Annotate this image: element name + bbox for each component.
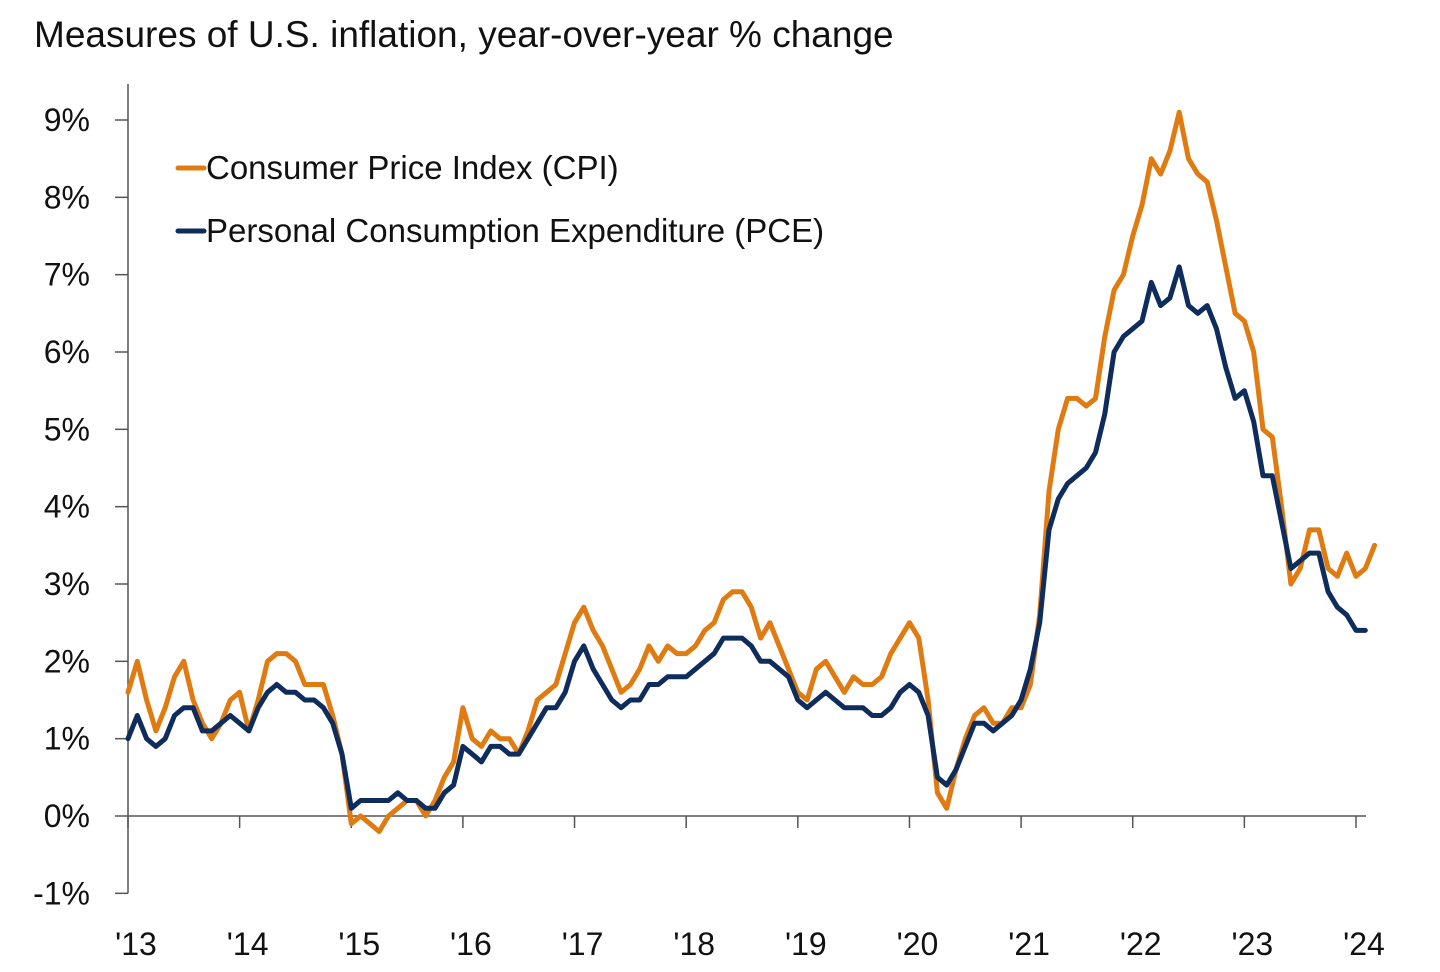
series-lines xyxy=(125,109,1378,834)
legend-label-cpi: Consumer Price Index (CPI) xyxy=(206,149,619,186)
x-tick-label: '15 xyxy=(338,926,380,962)
x-tick-label: '24 xyxy=(1343,926,1385,962)
y-tick-label: -1% xyxy=(33,875,90,911)
chart-title: Measures of U.S. inflation, year-over-ye… xyxy=(34,14,894,55)
x-tick-label: '22 xyxy=(1120,926,1162,962)
x-tick-label: '20 xyxy=(897,926,939,962)
chart-axes xyxy=(127,84,1366,894)
y-tick-label: 1% xyxy=(44,721,90,757)
x-tick-label: '14 xyxy=(227,926,269,962)
y-tick-label: 6% xyxy=(44,334,90,370)
y-tick-label: 0% xyxy=(44,798,90,834)
y-tick-label: 7% xyxy=(44,257,90,293)
legend-label-pce: Personal Consumption Expenditure (PCE) xyxy=(206,212,824,249)
y-tick-label: 8% xyxy=(44,179,90,215)
x-tick-label: '21 xyxy=(1008,926,1050,962)
x-tick-label: '13 xyxy=(115,926,157,962)
y-axis-ticks: -1% 0% 1% 2% 3% 4% 5% 6% 7% 8% 9% xyxy=(33,102,128,911)
y-tick-label: 3% xyxy=(44,566,90,602)
x-tick-label: '23 xyxy=(1232,926,1274,962)
y-tick-label: 2% xyxy=(44,643,90,679)
x-tick-label: '19 xyxy=(785,926,827,962)
y-tick-label: 9% xyxy=(44,102,90,138)
x-tick-label: '16 xyxy=(450,926,492,962)
x-tick-label: '17 xyxy=(562,926,604,962)
chart-legend: Consumer Price Index (CPI) Personal Consu… xyxy=(175,149,824,249)
y-tick-label: 4% xyxy=(44,489,90,525)
x-tick-label: '18 xyxy=(673,926,715,962)
pce-series-line xyxy=(125,264,1368,811)
x-axis-ticks: '13 '14 '15 '16 '17 '18 '19 '20 '21 '22 '23 '24 xyxy=(115,816,1385,962)
y-tick-label: 5% xyxy=(44,411,90,447)
